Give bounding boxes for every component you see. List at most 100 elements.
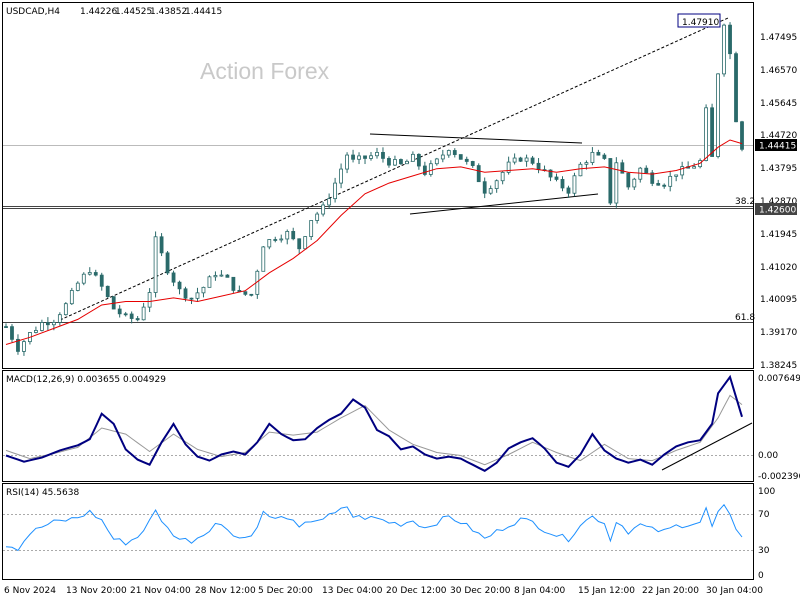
candle-body: [291, 231, 296, 240]
candle-body: [434, 158, 439, 165]
triangle-upper-line: [369, 133, 583, 144]
candle-body: [99, 274, 104, 287]
candle-body: [512, 157, 517, 163]
fib-price-badge: 1.42600: [755, 203, 797, 216]
rsi-line: [5, 503, 743, 552]
candle-body: [608, 158, 613, 204]
candle-body: [482, 181, 487, 194]
time-tick: 22 Jan 20:00: [642, 586, 699, 596]
candle-body: [249, 293, 254, 296]
candle-body: [704, 107, 708, 161]
moving-average-line: [5, 139, 743, 345]
time-tick: 8 Jan 04:00: [514, 586, 566, 596]
candle-body: [548, 169, 553, 178]
time-tick: 13 Dec 04:00: [322, 586, 383, 596]
time-tick: 15 Jan 12:00: [578, 586, 635, 596]
time-tick: 6 Nov 2024: [4, 586, 56, 596]
candle-body: [728, 24, 732, 55]
candle-body: [662, 184, 667, 187]
candle-body: [93, 272, 98, 276]
candle-body: [399, 159, 403, 165]
candle-body: [225, 274, 230, 278]
candle-body: [590, 151, 595, 163]
watermark: Action Forex: [200, 58, 330, 84]
candle-body: [339, 168, 343, 184]
candle-body: [560, 179, 565, 189]
price-tick: 1.38245: [760, 361, 797, 371]
candle-body: [351, 154, 355, 160]
candle-body: [440, 154, 445, 160]
macd-signal-line: [5, 394, 743, 466]
candle-body: [261, 246, 266, 272]
price-tick: 1.43795: [760, 164, 797, 174]
candle-body: [644, 167, 649, 174]
candle-body: [363, 155, 367, 159]
time-tick: 28 Nov 12:00: [195, 586, 256, 596]
candle-body: [614, 162, 619, 204]
candle-body: [303, 236, 308, 250]
candle-body: [16, 338, 20, 352]
candle-body: [488, 188, 493, 194]
candle-body: [584, 162, 589, 165]
candle-body: [135, 318, 140, 321]
candle-body: [171, 272, 176, 283]
rising-channel-line: [59, 17, 729, 321]
macd-trendline: [661, 422, 753, 471]
candle-body: [201, 286, 206, 294]
time-tick: 5 Dec 20:00: [258, 586, 313, 596]
candle-body: [147, 292, 152, 308]
rsi-pane-frame: [2, 483, 754, 580]
candle-body: [195, 292, 200, 299]
time-tick: 30 Dec 20:00: [450, 586, 511, 596]
candle-body: [680, 166, 685, 176]
candle-body: [500, 171, 505, 182]
price-tick: 1.41020: [760, 263, 797, 273]
candle-body: [422, 165, 427, 175]
candle-body: [321, 204, 326, 215]
candle-body: [333, 182, 338, 200]
candle-body: [231, 276, 236, 291]
candle-body: [716, 73, 720, 157]
candle-body: [279, 238, 284, 241]
time-tick: 20 Dec 12:00: [386, 586, 447, 596]
candle-body: [596, 151, 601, 156]
candle-body: [578, 163, 583, 177]
candle-body: [4, 326, 8, 328]
macd-tick-bottom: -0.002396: [758, 472, 800, 482]
rsi-tick-0: 0: [758, 571, 764, 581]
candle-body: [22, 341, 26, 352]
close-value: 1.44415: [185, 7, 222, 17]
candle-body: [620, 162, 625, 174]
high-value: 1.44525: [115, 7, 152, 17]
price-axis: 1.47495 1.46570 1.45645 1.44720 1.43795 …: [760, 33, 797, 371]
fib-price-badge-label: 1.42600: [759, 206, 796, 216]
candle-body: [536, 162, 541, 171]
candle-body: [458, 154, 463, 160]
candle-body: [357, 155, 361, 160]
candle-body: [117, 308, 122, 315]
macd-tick-zero: 0.00: [758, 451, 778, 461]
candle-body: [518, 157, 523, 162]
candle-body: [75, 282, 80, 291]
candle-body: [81, 273, 86, 284]
low-value: 1.43852: [150, 7, 187, 17]
symbol-header: USDCAD,H4 1.44226 1.44525 1.43852 1.4441…: [6, 7, 222, 17]
candle-body: [494, 180, 499, 189]
candle-body: [297, 238, 302, 250]
price-tick: 1.45645: [760, 99, 797, 109]
candle-body: [572, 175, 577, 194]
candle-body: [129, 313, 134, 319]
current-price-badge-label: 1.44415: [759, 142, 796, 152]
candle-body: [476, 165, 481, 183]
rsi-tick-100: 100: [758, 487, 775, 497]
rsi-tick-30: 30: [758, 546, 770, 556]
candle-body: [692, 166, 697, 169]
candle-body: [309, 220, 314, 237]
candle-body: [273, 239, 278, 241]
candle-body: [393, 159, 397, 166]
price-tick: 1.41945: [760, 230, 797, 240]
candle-body: [410, 153, 415, 162]
time-tick: 13 Nov 20:00: [66, 586, 127, 596]
candle-body: [530, 157, 535, 164]
